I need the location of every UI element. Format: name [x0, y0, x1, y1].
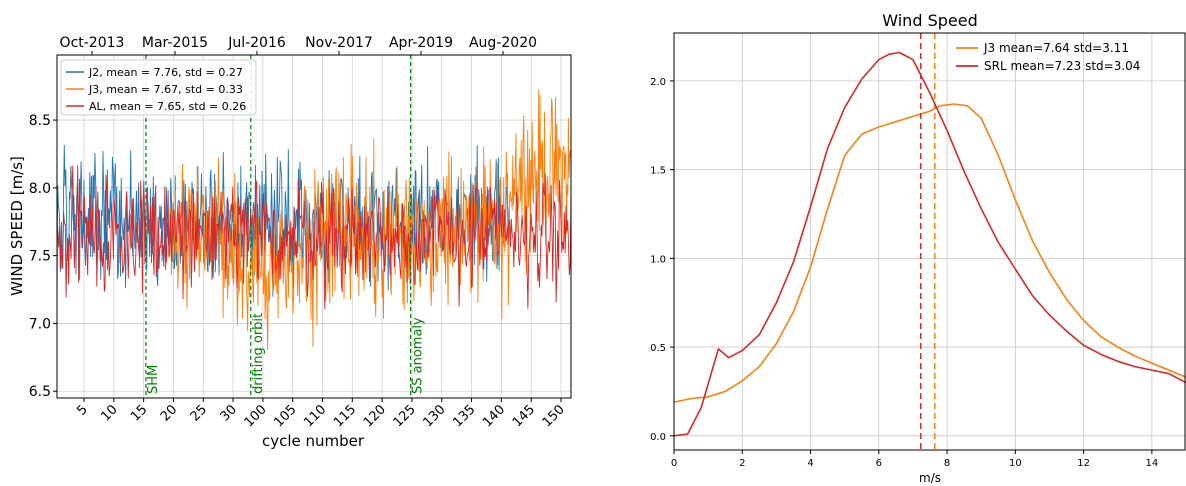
right-x-tick-label: 6 [876, 458, 882, 469]
left-x-tick-label: 105 [271, 402, 299, 430]
left-x-tick-label: 10 [98, 402, 120, 424]
left-x-ticks: 5 10 15 20 25 30 100 105 110 115 120 125 130 135 140 14… [74, 398, 568, 430]
right-y-tick-label: 0.5 [650, 343, 666, 354]
right-grid [673, 33, 1186, 450]
right-x-tick-label: 12 [1077, 458, 1090, 469]
right-legend: J3 mean=7.64 std=3.11 SRL mean=7.23 std=3… [956, 41, 1140, 73]
left-x-tick-label: 30 [218, 402, 240, 424]
left-x-tick-label: 125 [391, 402, 419, 430]
right-x-tick-label: 0 [671, 458, 677, 469]
left-y-ticks: 6.5 7.0 7.5 8.0 8.5 [29, 113, 57, 400]
left-top-date-label: Mar-2015 [142, 35, 208, 51]
event-label: drifting orbit [251, 313, 266, 394]
right-y-tick-label: 0.0 [650, 432, 666, 443]
left-x-tick-label: 20 [158, 402, 180, 424]
left-top-date-label: Nov-2017 [305, 35, 373, 51]
right-y-tick-label: 1.5 [650, 166, 666, 177]
right-x-tick-label: 10 [1009, 458, 1022, 469]
left-x-tick-label: 15 [128, 402, 150, 424]
left-y-tick-label: 7.5 [29, 249, 51, 265]
series-line-al [56, 165, 572, 310]
time-series-panel: SHM drifting orbit SS anomaly 6.5 7.0 7.5 8.0… [8, 35, 572, 450]
left-series-group [56, 89, 572, 350]
distribution-line-srl [673, 51, 1186, 437]
left-x-tick-label: 140 [480, 402, 508, 430]
left-x-tick-label: 145 [510, 402, 538, 430]
left-x-tick-label: 115 [331, 402, 359, 430]
left-y-tick-label: 8.5 [29, 113, 51, 129]
right-plot-frame [673, 32, 1186, 451]
right-x-tick-label: 8 [944, 458, 950, 469]
right-y-tick-label: 1.0 [650, 254, 666, 265]
left-top-date-label: Apr-2019 [389, 35, 453, 51]
left-y-tick-label: 6.5 [29, 384, 51, 400]
right-x-tick-label: 4 [807, 458, 813, 469]
right-legend-label: J3 mean=7.64 std=3.11 [983, 41, 1129, 55]
left-x-tick-label: 150 [540, 402, 568, 430]
right-chart-title: Wind Speed [882, 11, 977, 30]
event-label: SS anomaly [411, 317, 426, 394]
right-x-ticks: 0 2 4 6 8 10 12 14 [671, 450, 1158, 469]
left-y-tick-label: 7.0 [29, 316, 51, 332]
event-label: SHM [146, 365, 161, 394]
right-legend-label: SRL mean=7.23 std=3.04 [984, 59, 1140, 73]
right-x-tick-label: 2 [739, 458, 745, 469]
distribution-panel: 0.0 0.5 1.0 1.5 2.0 0 2 4 6 8 10 12 14 Wind Speed m… [650, 11, 1186, 485]
right-series-group [673, 33, 1186, 450]
left-y-tick-label: 8.0 [29, 181, 51, 197]
left-legend: J2, mean = 7.76, std = 0.27 J3, mean = 7.… [60, 59, 257, 116]
left-x-tick-label: 110 [301, 402, 329, 430]
right-y-ticks: 0.0 0.5 1.0 1.5 2.0 [650, 77, 674, 443]
left-top-date-label: Aug-2020 [469, 35, 537, 51]
left-y-axis-label: WIND SPEED [m/s] [8, 156, 26, 296]
left-top-date-label: Oct-2013 [60, 35, 125, 51]
left-legend-label: AL, mean = 7.65, std = 0.26 [89, 100, 246, 113]
left-x-tick-label: 120 [361, 402, 389, 430]
left-x-tick-label: 135 [450, 402, 478, 430]
right-x-axis-label: m/s [919, 471, 941, 485]
left-x-axis-label: cycle number [262, 432, 365, 450]
right-x-tick-label: 14 [1145, 458, 1158, 469]
left-x-tick-label: 130 [420, 402, 448, 430]
left-x-tick-label: 25 [188, 402, 210, 424]
left-legend-label: J3, mean = 7.67, std = 0.33 [88, 83, 243, 96]
left-legend-box [60, 59, 257, 116]
left-top-date-label: Jul-2016 [227, 35, 286, 51]
left-x-tick-label: 100 [242, 402, 270, 430]
left-legend-label: J2, mean = 7.76, std = 0.27 [88, 66, 243, 79]
left-plot-frame [56, 54, 572, 399]
left-x-tick-label: 5 [74, 402, 90, 418]
right-y-tick-label: 2.0 [650, 77, 666, 88]
left-top-date-ticks: Oct-2013 Mar-2015 Jul-2016 Nov-2017 Apr-2019… [60, 35, 537, 55]
